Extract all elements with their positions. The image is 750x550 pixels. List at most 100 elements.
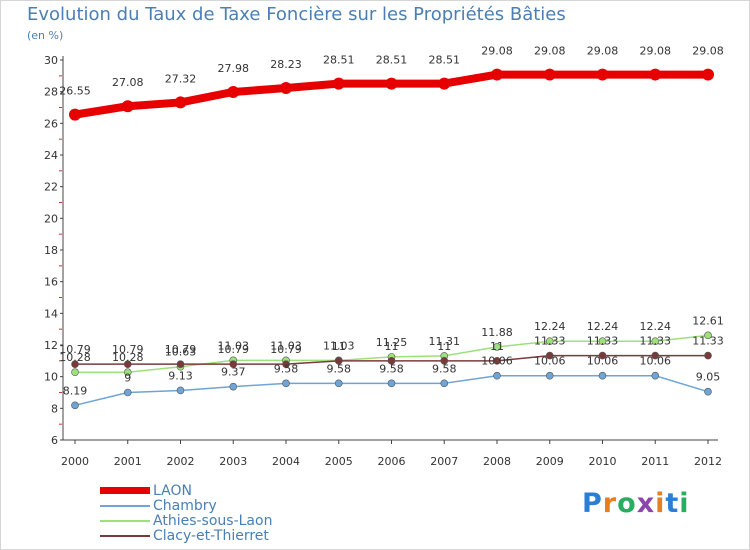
data-point-clacy <box>704 351 712 360</box>
data-point-laon <box>280 82 292 95</box>
data-label-chambry: 10.06 <box>534 355 566 368</box>
data-point-athies <box>651 337 660 346</box>
x-tick-label: 2001 <box>114 455 142 468</box>
legend-swatch-athies <box>100 520 150 522</box>
logo-letter: x <box>636 488 656 519</box>
data-point-chambry <box>334 379 343 388</box>
data-point-chambry <box>545 371 554 380</box>
legend-label-athies: Athies-sous-Laon <box>153 513 273 529</box>
data-point-laon <box>543 68 556 81</box>
x-tick-label: 2009 <box>536 455 564 468</box>
data-point-clacy <box>282 360 290 368</box>
y-tick-label: 20 <box>44 212 58 225</box>
data-label-laon: 27.08 <box>112 76 144 89</box>
y-tick-label: 8 <box>51 402 58 415</box>
data-point-chambry <box>387 379 396 388</box>
data-label-clacy: 11.33 <box>534 335 566 348</box>
logo-letter: i <box>679 488 690 519</box>
data-point-laon <box>702 68 714 81</box>
data-label-athies: 12.24 <box>534 320 566 333</box>
logo-letter: t <box>665 488 680 519</box>
data-point-chambry <box>704 387 712 396</box>
data-point-laon <box>649 68 662 81</box>
data-point-laon <box>121 100 134 113</box>
x-tick-label: 2006 <box>378 455 406 468</box>
y-tick-label: 22 <box>44 181 58 194</box>
data-label-athies: 10.28 <box>59 351 91 364</box>
data-point-clacy <box>229 360 238 368</box>
data-point-athies <box>704 331 712 340</box>
logo-letter: P <box>582 488 603 519</box>
data-label-clacy: 11 <box>332 340 346 353</box>
data-label-chambry: 9.58 <box>379 362 404 375</box>
data-label-athies: 12.61 <box>692 314 724 327</box>
x-tick-label: 2010 <box>589 455 617 468</box>
data-label-athies: 11.03 <box>323 339 355 352</box>
data-point-chambry <box>493 371 501 380</box>
y-tick-label: 12 <box>44 339 58 352</box>
data-label-laon: 26.55 <box>59 85 91 98</box>
data-point-clacy <box>123 360 132 368</box>
data-point-clacy <box>71 360 79 368</box>
data-point-laon <box>174 96 187 109</box>
data-label-chambry: 10.06 <box>640 355 672 368</box>
data-label-clacy: 11 <box>437 340 451 353</box>
proxiti-logo: Proxiti <box>582 488 690 519</box>
y-tick-label: 18 <box>44 244 58 257</box>
data-point-clacy <box>176 360 185 368</box>
data-label-clacy: 11.33 <box>692 335 724 348</box>
data-label-chambry: 8.19 <box>63 384 88 397</box>
data-label-athies: 11.03 <box>270 339 302 352</box>
data-point-clacy <box>493 357 501 365</box>
y-tick-label: 28 <box>44 86 58 99</box>
data-label-athies: 12.24 <box>640 320 672 333</box>
x-tick-label: 2000 <box>61 455 89 468</box>
data-label-chambry: 9.58 <box>432 362 457 375</box>
data-point-chambry <box>229 382 238 391</box>
data-label-athies: 12.24 <box>587 320 619 333</box>
x-tick-label: 2004 <box>272 455 300 468</box>
data-point-athies <box>545 337 554 346</box>
data-label-clacy: 10.79 <box>165 343 197 356</box>
data-point-laon <box>69 108 81 121</box>
x-tick-label: 2003 <box>219 455 247 468</box>
legend-swatch-clacy <box>100 535 150 537</box>
data-point-chambry <box>176 386 185 395</box>
data-label-athies: 11.88 <box>481 326 513 339</box>
data-point-laon <box>227 85 240 98</box>
data-label-laon: 29.08 <box>481 45 513 58</box>
data-point-athies <box>123 368 132 377</box>
data-label-clacy: 10.79 <box>270 343 302 356</box>
data-label-laon: 28.51 <box>376 54 408 67</box>
data-label-chambry: 9.58 <box>274 362 299 375</box>
x-tick-label: 2008 <box>483 455 511 468</box>
data-point-athies <box>598 337 607 346</box>
data-label-athies: 11.31 <box>429 335 461 348</box>
y-tick-label: 6 <box>51 434 58 447</box>
chart-subtitle: (en %) <box>27 29 64 42</box>
data-label-athies: 11.25 <box>376 336 408 349</box>
data-label-chambry: 10.06 <box>481 355 513 368</box>
data-point-chambry <box>651 371 660 380</box>
data-label-laon: 29.08 <box>640 45 672 58</box>
data-label-athies: 10.63 <box>165 346 197 359</box>
legend-label-chambry: Chambry <box>153 498 217 514</box>
data-label-laon: 29.08 <box>534 45 566 58</box>
data-label-laon: 27.98 <box>218 62 250 75</box>
data-point-athies <box>493 343 501 351</box>
data-label-chambry: 9.13 <box>168 369 193 382</box>
data-point-laon <box>385 77 398 90</box>
data-label-chambry: 9 <box>124 372 131 385</box>
data-label-clacy: 11 <box>490 340 504 353</box>
data-point-laon <box>332 77 345 90</box>
data-label-laon: 29.08 <box>692 45 724 58</box>
data-label-clacy: 11 <box>385 340 399 353</box>
legend-label-clacy: Clacy-et-Thierret <box>153 528 269 544</box>
data-label-chambry: 9.58 <box>327 362 352 375</box>
legend-swatch-chambry <box>100 505 150 507</box>
logo-letter: r <box>602 488 618 519</box>
x-tick-label: 2005 <box>325 455 353 468</box>
y-tick-label: 26 <box>44 117 58 130</box>
y-tick-label: 14 <box>44 307 58 320</box>
